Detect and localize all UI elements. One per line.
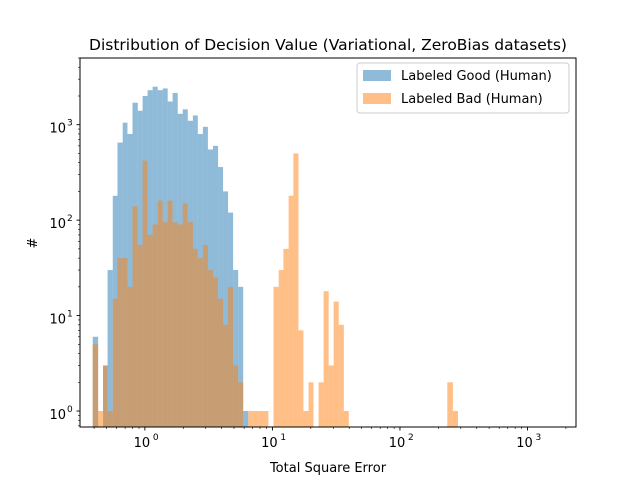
histogram-bar-good (223, 191, 229, 427)
y-tick-label: 10 (49, 313, 66, 328)
legend-swatch-bad (363, 93, 391, 104)
histogram-bar-bad (253, 411, 259, 427)
legend-box (356, 62, 570, 114)
histogram-bar-bad (233, 365, 239, 427)
y-tick-label-exponent: 2 (67, 214, 73, 224)
histogram-bar-bad (328, 365, 334, 427)
histogram-bar-good (238, 286, 244, 427)
histogram-bar-bad (452, 411, 458, 427)
histogram-bar-bad (333, 301, 339, 427)
histogram-bar-bad (137, 244, 143, 427)
histogram-bar-bad (293, 153, 299, 427)
histogram-bar-bad (107, 411, 113, 427)
histogram-bar-bad (343, 411, 349, 427)
histogram-bar-bad (283, 248, 289, 427)
histogram-bar-bad (117, 258, 123, 427)
histogram-bar-bad (172, 222, 178, 427)
histogram-bar-bad (447, 382, 453, 427)
plot-frame (79, 57, 577, 428)
y-tick-label-exponent: 1 (67, 310, 73, 320)
y-axis-label: # (26, 238, 41, 249)
histogram-bar-bad (197, 258, 203, 427)
histogram-bar-bad (202, 244, 208, 427)
histogram-bar-bad (177, 224, 183, 427)
histogram-bar-bad (142, 160, 148, 427)
histogram-bar-bad (303, 411, 309, 427)
histogram-bar-bad (98, 411, 104, 427)
legend-label-good: Labeled Good (Human) (401, 69, 552, 84)
y-tick-label-exponent: 3 (67, 119, 73, 129)
series-bad-bars (92, 153, 458, 427)
histogram-bar-bad (228, 286, 234, 427)
histogram-bar-bad (92, 344, 99, 427)
x-tick-label: 10 (389, 436, 406, 451)
chart-title: Distribution of Decision Value (Variatio… (89, 36, 567, 54)
x-tick-label-exponent: 3 (536, 433, 542, 443)
histogram-bar-bad (248, 411, 254, 427)
histogram-bar-bad (132, 206, 138, 427)
x-tick-label-exponent: 0 (153, 433, 159, 443)
histogram-bar-bad (207, 270, 213, 427)
histogram-bar-bad (273, 286, 279, 427)
histogram-bar-bad (238, 382, 244, 427)
histogram-bar-bad (323, 291, 329, 427)
y-tick-label-exponent: 0 (67, 405, 73, 415)
histogram-bar-bad (338, 324, 344, 427)
histogram-bar-bad (152, 224, 158, 427)
histogram-bar-bad (192, 248, 198, 427)
x-tick-label-exponent: 1 (280, 433, 286, 443)
histogram-bar-good (127, 133, 133, 427)
legend: Labeled Good (Human) Labeled Bad (Human) (356, 62, 570, 114)
histogram-bar-bad (162, 222, 168, 427)
histogram-bar-bad (157, 200, 163, 427)
histogram-bar-bad (112, 298, 118, 427)
histogram-bar-bad (298, 330, 304, 427)
x-tick-label-exponent: 2 (408, 433, 414, 443)
histogram-bar-bad (223, 324, 229, 427)
histogram-bar-good (233, 270, 239, 427)
histogram-bar-bad (212, 277, 219, 427)
histogram-bar-bad (288, 195, 294, 427)
y-tick-label: 10 (49, 408, 66, 423)
histogram-bar-bad (127, 286, 133, 427)
histogram-bar-bad (122, 258, 128, 427)
legend-label-bad: Labeled Bad (Human) (401, 92, 543, 107)
legend-swatch-good (363, 70, 391, 81)
histogram-bar-good (243, 411, 249, 427)
histogram-bar-bad (167, 200, 173, 427)
y-tick-label: 10 (49, 217, 66, 232)
histogram-bar-bad (278, 270, 284, 427)
histogram-bar-good (218, 167, 224, 428)
histogram-bar-bad (263, 411, 269, 427)
histogram-bar-bad (147, 234, 153, 427)
histogram-bar-bad (218, 298, 224, 427)
x-tick-label: 10 (516, 436, 533, 451)
histogram-bar-bad (258, 411, 264, 427)
histogram-bar-bad (187, 222, 193, 427)
histogram-bar-bad (182, 203, 188, 427)
histogram-bar-bad (318, 382, 324, 427)
x-axis-ticks: 10 0 10 1 10 2 10 3 (93, 427, 567, 451)
x-tick-label: 10 (134, 436, 151, 451)
histogram-bar-bad (103, 365, 108, 427)
y-tick-label: 10 (49, 122, 66, 137)
x-tick-label: 10 (261, 436, 278, 451)
histogram-bar-good (107, 270, 113, 427)
x-axis-label: Total Square Error (269, 461, 387, 476)
histogram-bar-bad (308, 382, 314, 427)
